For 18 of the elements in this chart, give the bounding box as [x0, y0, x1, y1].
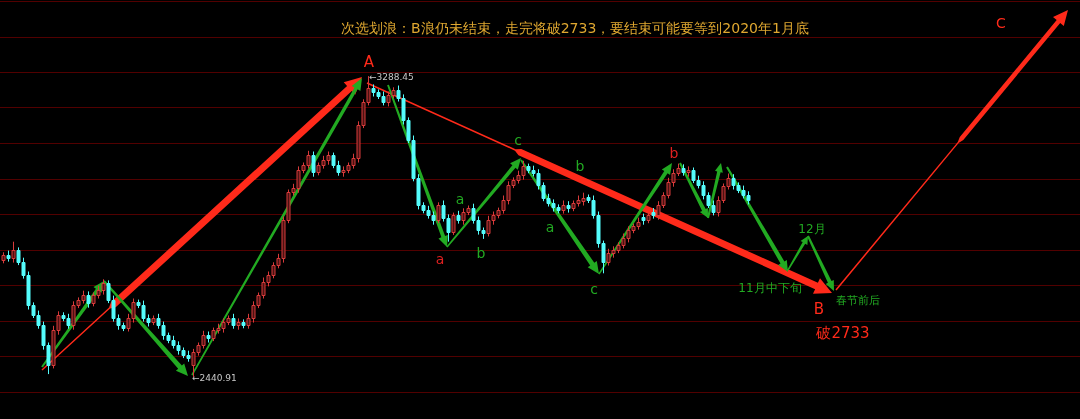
annotation: a — [455, 191, 465, 207]
annotation: b — [669, 145, 679, 161]
text: 破2733 — [815, 324, 870, 342]
text: 次选划浪：B浪仍未结束，走完将破2733，要结束可能要等到2020年1月底 — [341, 20, 809, 36]
annotation: 11月中下旬 — [738, 281, 802, 295]
annotation: b — [476, 245, 486, 261]
annotation: b — [575, 158, 585, 174]
text: 12月 — [798, 222, 826, 236]
text: C — [996, 15, 1007, 31]
annotation: ←3288.45 — [369, 72, 414, 82]
annotation: ←2440.91 — [192, 373, 237, 383]
annotation: a — [545, 219, 555, 235]
text: B — [813, 300, 825, 318]
annotation: c — [590, 281, 598, 297]
annotation: A — [363, 53, 375, 71]
text: 春节前后 — [836, 294, 880, 307]
annotation: a — [435, 251, 445, 267]
annotation: c — [514, 132, 522, 148]
